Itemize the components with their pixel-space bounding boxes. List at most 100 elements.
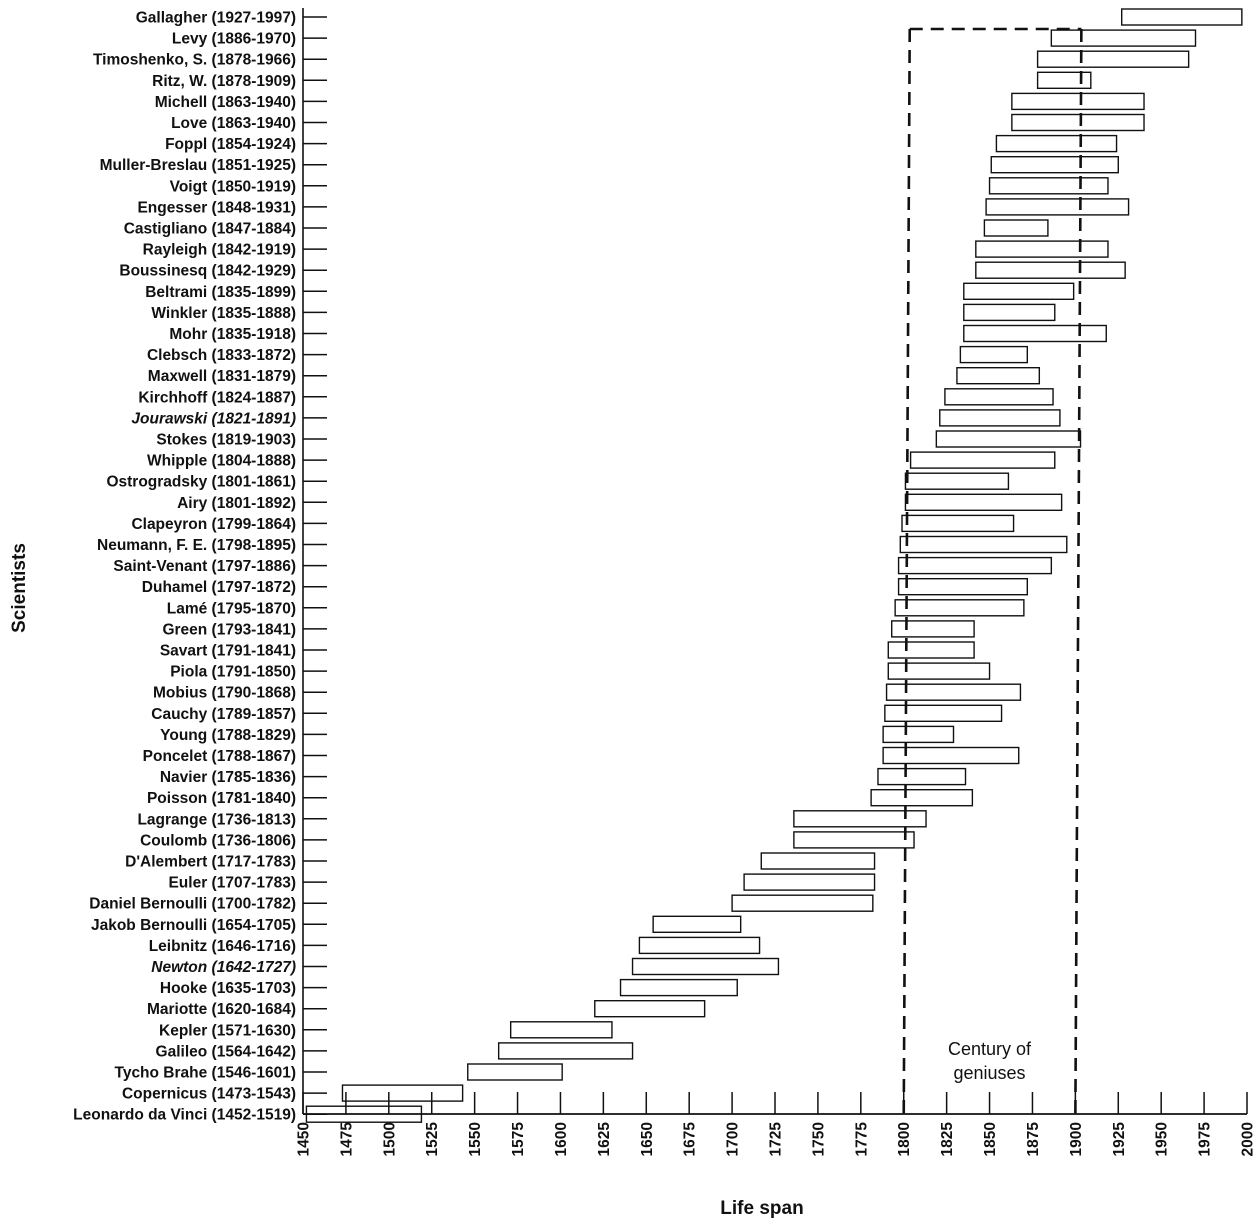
x-tick-label: 1625: [596, 1122, 613, 1157]
lifespan-bar: [882, 746, 1020, 765]
x-tick-label: 2000: [1240, 1122, 1257, 1156]
category-label: Hooke (1635-1703): [160, 980, 296, 997]
x-tick-label: 1500: [381, 1122, 398, 1156]
category-label: Michell (1863-1940): [155, 94, 296, 111]
category-labels: Gallagher (1927-1997) Levy (1886-1970) Tim…: [73, 10, 296, 1124]
category-label: Ostrogradsky (1801-1861): [106, 474, 296, 491]
x-tick-label: 1800: [896, 1122, 913, 1156]
category-label: Coulomb (1736-1806): [140, 832, 296, 849]
lifespan-bar: [887, 641, 975, 659]
category-label: Voigt (1850-1919): [170, 178, 296, 195]
lifespan-bar: [891, 620, 975, 638]
category-label: Maxwell (1831-1879): [148, 368, 296, 385]
lifespan-bar: [894, 599, 1025, 617]
region-left-dash: [902, 28, 912, 1115]
lifespan-bar: [1036, 50, 1190, 68]
category-label: Timoshenko, S. (1878-1966): [93, 52, 296, 69]
lifespan-bar: [594, 1000, 706, 1018]
x-axis: 1450 1475 1500 1525 1550 1575 1600 1625 1650 1675…: [296, 8, 1257, 1156]
category-label: D'Alembert (1717-1783): [125, 854, 296, 871]
x-tick-label: 1850: [982, 1122, 999, 1156]
category-label: Jourawski (1821-1891): [131, 410, 296, 427]
lifespan-bar: [884, 704, 1003, 722]
y-axis-title: Scientists: [9, 543, 30, 633]
lifespan-bar: [1121, 8, 1243, 26]
x-tick-label: 1575: [510, 1122, 527, 1157]
category-label: Levy (1886-1970): [172, 31, 296, 48]
category-label: Leonardo da Vinci (1452-1519): [73, 1107, 296, 1124]
lifespan-bar: [995, 134, 1118, 153]
lifespan-bar: [341, 1084, 464, 1102]
lifespan-bar: [956, 367, 1041, 385]
category-label: Gallagher (1927-1997): [136, 10, 296, 27]
lifespan-bar: [652, 915, 742, 933]
x-axis-title: Life span: [720, 1198, 803, 1219]
lifespan-bar: [897, 578, 1029, 596]
x-tick-label: 1725: [768, 1122, 785, 1157]
category-label: Navier (1785-1836): [160, 769, 296, 786]
x-tick-label: 1450: [296, 1122, 313, 1156]
lifespan-bar: [509, 1021, 613, 1039]
bars: [305, 8, 1243, 1123]
category-label: Stokes (1819-1903): [156, 432, 296, 449]
lifespan-bar: [963, 282, 1075, 300]
annotation-text: Century of: [948, 1039, 1032, 1059]
category-label: Ritz, W. (1878-1909): [152, 73, 296, 90]
lifespan-bar: [897, 556, 1053, 575]
x-tick-label: 1475: [338, 1122, 355, 1157]
category-label: Newton (1642-1727): [151, 959, 296, 976]
lifespan-bar: [963, 303, 1056, 322]
category-label: Poisson (1781-1840): [147, 790, 296, 807]
lifespan-bar: [638, 936, 761, 955]
lifespan-bar: [631, 957, 780, 976]
lifespan-bar: [1011, 92, 1145, 111]
lifespan-bar: [793, 810, 927, 828]
lifespan-bar: [959, 345, 1029, 364]
category-label: Jakob Bernoulli (1654-1705): [91, 917, 296, 934]
category-label: Kepler (1571-1630): [159, 1022, 296, 1039]
category-label: Castigliano (1847-1884): [124, 221, 296, 238]
lifespan-bar: [760, 852, 876, 870]
x-tick-label: 1975: [1197, 1122, 1214, 1157]
x-tick-label: 1925: [1111, 1122, 1128, 1157]
category-label: Piola (1791-1850): [170, 664, 296, 681]
category-label: Green (1793-1841): [162, 621, 296, 638]
category-label: Kirchhoff (1824-1887): [138, 389, 296, 406]
lifespan-bar: [1036, 71, 1092, 90]
lifespan-bar: [467, 1063, 563, 1081]
x-tick-label: 1875: [1025, 1122, 1042, 1157]
category-label: Daniel Bernoulli (1700-1782): [89, 896, 296, 913]
lifespan-bar: [985, 198, 1130, 216]
lifespan-bar: [909, 451, 1056, 469]
lifespan-bar: [885, 683, 1022, 701]
category-label: Clebsch (1833-1872): [147, 347, 296, 364]
category-label: Mariotte (1620-1684): [147, 1001, 296, 1018]
category-label: Whipple (1804-1888): [147, 453, 296, 470]
category-label: Mobius (1790-1868): [153, 685, 296, 702]
category-label: Love (1863-1940): [171, 115, 296, 132]
region-right-dash: [1074, 28, 1083, 1115]
lifespan-bar: [793, 831, 915, 849]
x-tick-label: 1525: [424, 1122, 441, 1157]
category-label: Poncelet (1788-1867): [143, 748, 296, 765]
category-label: Lagrange (1736-1813): [137, 811, 296, 828]
lifespan-bar: [497, 1042, 634, 1060]
category-label: Engesser (1848-1931): [137, 199, 296, 216]
category-label: Mohr (1835-1918): [169, 326, 296, 343]
century-of-geniuses-annotation: Century of geniuses: [902, 27, 1083, 1115]
lifespan-bar: [899, 535, 1068, 554]
x-tick-label: 1600: [553, 1122, 570, 1156]
category-label: Muller-Breslau (1851-1925): [100, 157, 296, 174]
lifespan-bar: [983, 219, 1049, 237]
lifespan-bar: [882, 725, 955, 744]
lifespan-bar: [904, 493, 1063, 511]
lifespan-bar: [939, 409, 1061, 427]
category-label: Tycho Brahe (1546-1601): [115, 1065, 297, 1082]
x-tick-label: 1825: [939, 1122, 956, 1157]
lifespan-bar: [935, 430, 1082, 448]
x-tick-label: 1950: [1154, 1122, 1171, 1156]
category-label: Airy (1801-1892): [177, 495, 296, 512]
x-tick-label: 1550: [467, 1122, 484, 1156]
lifespan-bar: [988, 177, 1109, 195]
category-label: Boussinesq (1842-1929): [119, 263, 296, 280]
